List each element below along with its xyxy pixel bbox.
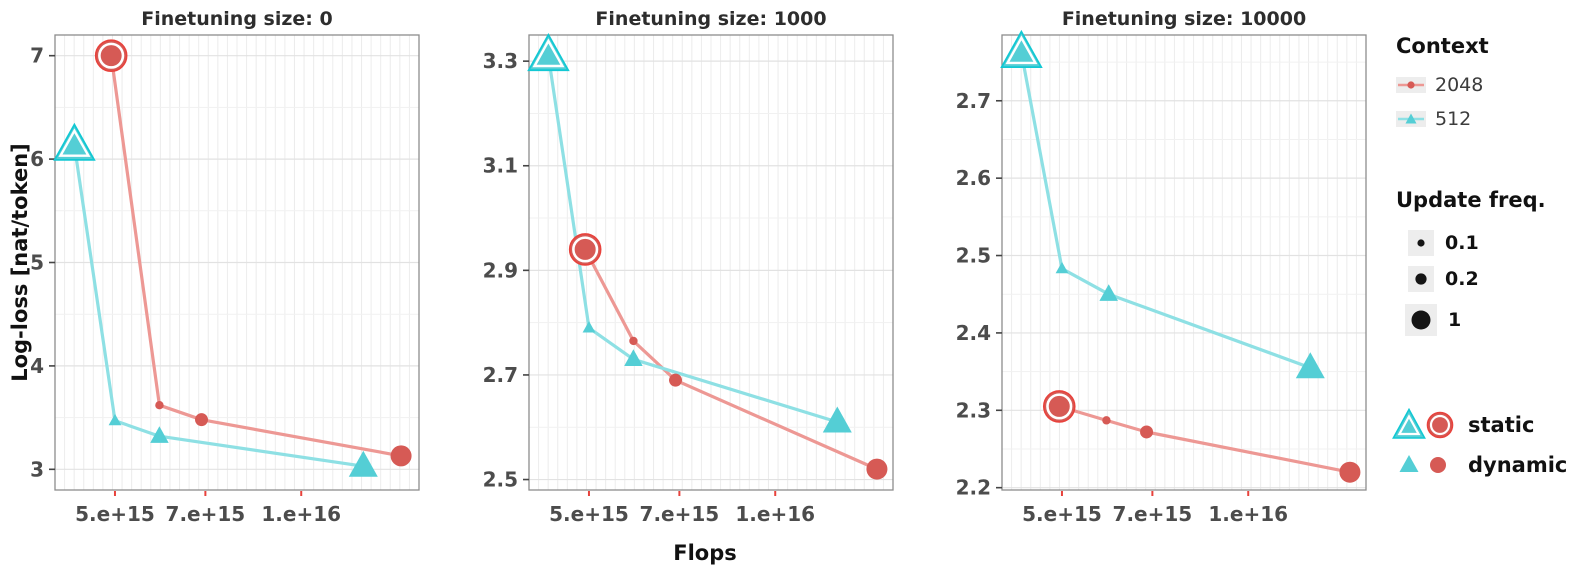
svg-text:1.e+16: 1.e+16 [735, 502, 815, 526]
panel-title-finetuning-1000: Finetuning size: 1000 [595, 8, 827, 30]
svg-text:6: 6 [30, 147, 44, 171]
svg-text:2.6: 2.6 [956, 166, 991, 190]
context-2048-key-icon [1396, 77, 1426, 93]
legend-update-freq-title: Update freq. [1396, 188, 1546, 212]
freq-1-dot-icon [1405, 304, 1437, 336]
svg-text:3.1: 3.1 [483, 154, 518, 178]
svg-text:2.4: 2.4 [956, 321, 991, 345]
svg-text:2.5: 2.5 [483, 468, 518, 492]
svg-text:2.7: 2.7 [483, 363, 518, 387]
svg-text:2.5: 2.5 [956, 244, 991, 268]
svg-text:7.e+15: 7.e+15 [166, 502, 246, 526]
mode-static-label: static [1468, 413, 1535, 437]
svg-text:7.e+15: 7.e+15 [1113, 502, 1193, 526]
freq-0.1-dot-icon [1408, 230, 1434, 256]
legend: Context 2048 512 Update freq. 0.1 [1392, 0, 1578, 578]
svg-text:2.2: 2.2 [956, 476, 991, 500]
legend-item-mode-static: static [1392, 408, 1534, 442]
svg-text:2.3: 2.3 [956, 398, 991, 422]
svg-text:4: 4 [30, 354, 44, 378]
svg-text:2.7: 2.7 [956, 89, 991, 113]
panel-0: 3 4 5 6 7 5.e+15 7.e+15 1.e+16 [30, 34, 420, 526]
panel-1: 2.5 2.7 2.9 3.1 3.3 5.e+15 7.e+15 1.e+16 [483, 32, 894, 526]
svg-text:3.3: 3.3 [483, 49, 518, 73]
legend-item-context-512: 512 [1396, 108, 1471, 130]
legend-item-freq-0.2: 0.2 [1408, 266, 1479, 292]
freq-0.1-label: 0.1 [1445, 232, 1479, 254]
freq-0.2-dot-icon [1408, 266, 1434, 292]
panel-2: 2.2 2.3 2.4 2.5 2.6 2.7 5.e+15 7.e+15 1.e+16 [956, 29, 1367, 526]
freq-0.2-label: 0.2 [1445, 268, 1479, 290]
svg-text:5: 5 [30, 251, 44, 275]
svg-text:5.e+15: 5.e+15 [1022, 502, 1102, 526]
context-2048-label: 2048 [1435, 74, 1484, 96]
x-axis-label: Flops [673, 541, 737, 565]
freq-1-label: 1 [1448, 309, 1462, 331]
svg-text:5.e+15: 5.e+15 [75, 502, 155, 526]
legend-item-freq-1: 1 [1405, 304, 1461, 336]
dynamic-markers-icon [1399, 455, 1446, 473]
mode-dynamic-label: dynamic [1468, 453, 1568, 477]
svg-text:1.e+16: 1.e+16 [261, 502, 341, 526]
legend-item-context-2048: 2048 [1396, 74, 1483, 96]
legend-item-freq-0.1: 0.1 [1408, 230, 1479, 256]
panel-title-finetuning-0: Finetuning size: 0 [141, 8, 333, 30]
svg-text:2.9: 2.9 [483, 258, 518, 282]
static-markers-icon [1392, 408, 1454, 439]
context-512-label: 512 [1435, 108, 1472, 130]
svg-text:5.e+15: 5.e+15 [549, 502, 629, 526]
context-512-key-icon [1396, 111, 1426, 127]
svg-text:1.e+16: 1.e+16 [1208, 502, 1288, 526]
svg-text:3: 3 [30, 457, 44, 481]
legend-context-title: Context [1396, 34, 1489, 58]
svg-text:7.e+15: 7.e+15 [640, 502, 720, 526]
legend-item-mode-dynamic: dynamic [1394, 452, 1567, 478]
svg-text:7: 7 [30, 44, 44, 68]
panel-title-finetuning-10000: Finetuning size: 10000 [1061, 8, 1307, 30]
